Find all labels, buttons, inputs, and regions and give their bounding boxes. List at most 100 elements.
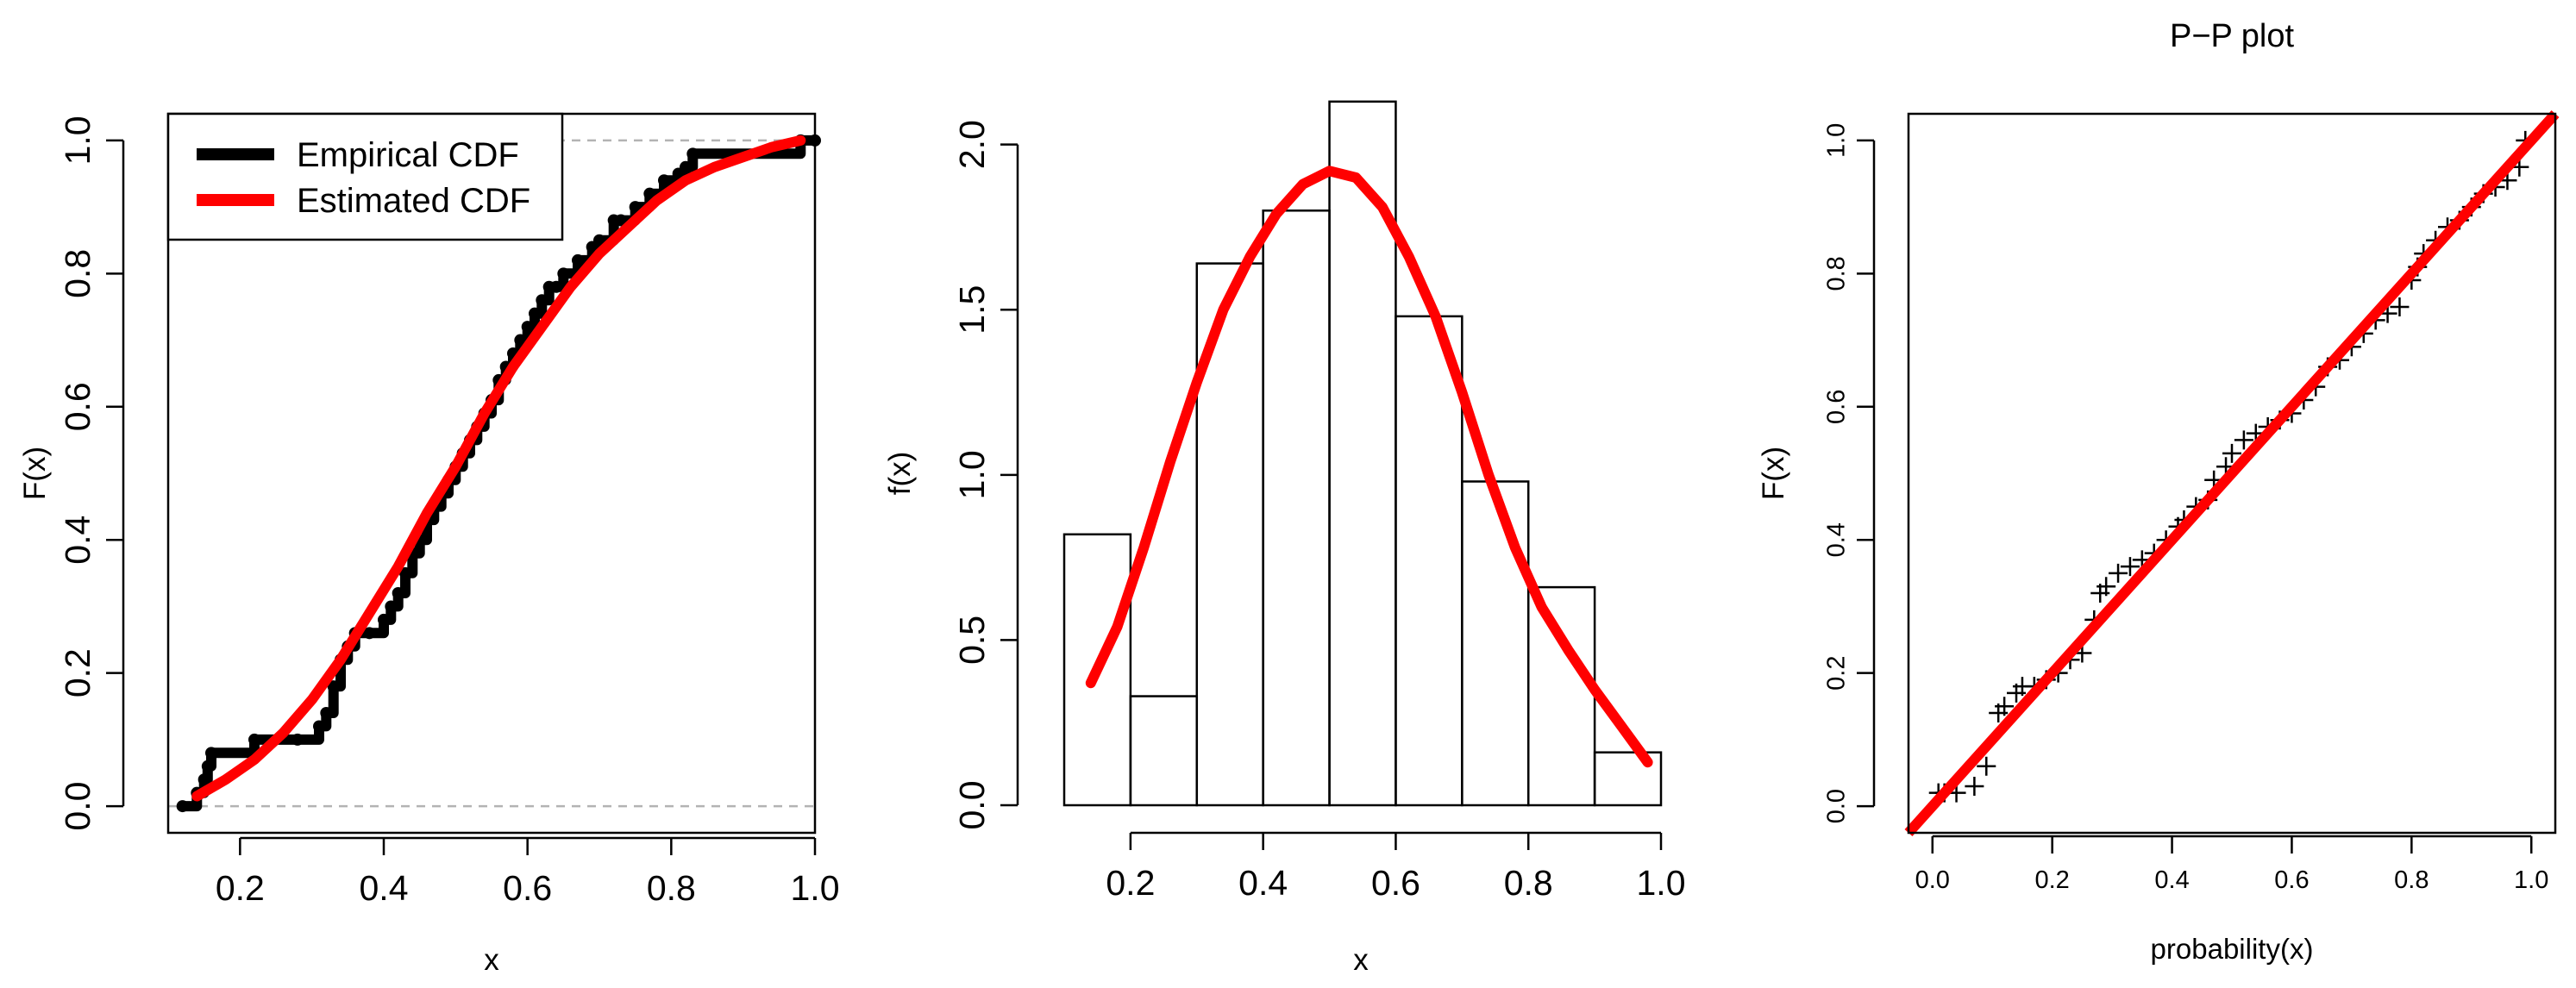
density-panel: 0.2 0.4 0.6 0.8 1.0 0.0 0.5 1.0 1.5 2.0 x f(x): [883, 100, 1686, 977]
pp-point: [2234, 430, 2253, 450]
cdf-x-tick-label: 0.2: [216, 868, 265, 908]
legend-label-empirical: Empirical CDF: [297, 136, 519, 174]
pp-x-tick-label: 0.6: [2274, 866, 2309, 894]
cdf-y-tick-label: 0.8: [58, 249, 97, 298]
cdf-x-tick-label: 0.6: [503, 868, 552, 908]
histogram-bar: [1129, 695, 1199, 807]
empirical-cdf-point: [392, 587, 404, 599]
pp-point: [1977, 756, 1996, 776]
pp-y-axis-title: F(x): [1757, 447, 1790, 500]
empirical-cdf-point: [615, 214, 627, 227]
empirical-cdf-point: [201, 760, 214, 772]
cdf-legend-box: [166, 112, 564, 241]
empirical-cdf-point: [536, 294, 548, 307]
cdf-y-axis: 0.0 0.2 0.4 0.6 0.8 1.0: [58, 116, 125, 831]
cdf-legend: Empirical CDF Estimated CDF: [166, 112, 564, 241]
empirical-cdf-point: [572, 253, 584, 266]
density-x-axis-title: x: [1353, 943, 1369, 977]
empirical-cdf-point: [291, 733, 304, 746]
pp-y-tick-label: 0.8: [1823, 256, 1851, 291]
empirical-cdf-point: [629, 201, 642, 214]
empirical-cdf-point: [248, 733, 260, 746]
empirical-cdf-point: [521, 321, 534, 334]
pp-x-tick-label: 0.4: [2154, 866, 2189, 894]
empirical-cdf-point: [176, 800, 189, 813]
pp-y-axis: 0.0 0.2 0.4 0.6 0.8 1.0: [1823, 123, 1876, 823]
empirical-cdf-point: [529, 307, 541, 320]
cdf-x-axis-title: x: [484, 943, 499, 977]
empirical-cdf-point: [313, 720, 325, 733]
empirical-cdf-point: [320, 707, 333, 719]
pp-point: [2097, 577, 2116, 597]
cdf-y-tick-label: 0.2: [58, 648, 97, 697]
pp-reference-line: [1904, 109, 2560, 837]
histogram-bar: [1593, 751, 1663, 807]
cdf-y-tick-label: 0.6: [58, 382, 97, 431]
pp-plot-title: P−P plot: [2170, 18, 2294, 54]
density-x-tick-label: 1.0: [1637, 863, 1686, 903]
empirical-cdf-point: [205, 747, 217, 760]
histogram-bar: [1526, 585, 1596, 807]
empirical-cdf-point: [327, 680, 340, 693]
cdf-y-tick-label: 1.0: [58, 116, 97, 165]
cdf-y-axis-title: F(x): [18, 447, 52, 500]
pp-y-tick-label: 1.0: [1823, 123, 1851, 158]
pp-plot-frame: [1907, 112, 2557, 835]
density-y-axis-title: f(x): [883, 452, 917, 496]
pp-point: [1965, 776, 1984, 796]
density-y-axis: 0.0 0.5 1.0 1.5 2.0: [952, 120, 1019, 830]
pp-point: [2120, 557, 2140, 577]
empirical-cdf-point: [197, 773, 210, 786]
pp-point: [1995, 697, 2015, 716]
cdf-x-tick-label: 0.4: [360, 868, 409, 908]
empirical-cdf-point: [514, 334, 527, 347]
pp-point: [2109, 563, 2128, 583]
pp-x-tick-label: 0.0: [1915, 866, 1950, 894]
cdf-y-tick-label: 0.4: [58, 516, 97, 565]
cdf-x-tick-label: 0.8: [647, 868, 696, 908]
density-x-tick-label: 0.6: [1371, 863, 1420, 903]
cdf-y-tick-label: 0.0: [58, 782, 97, 831]
histogram-bar: [1395, 315, 1463, 807]
cdf-x-tick-label: 1.0: [791, 868, 840, 908]
density-curve: [1085, 166, 1653, 768]
empirical-cdf-point: [399, 566, 411, 579]
pp-point: [2390, 297, 2410, 316]
pp-x-tick-label: 0.8: [2394, 866, 2429, 894]
empirical-cdf-point: [550, 280, 562, 293]
empirical-cdf-point: [557, 267, 570, 280]
pp-x-axis-title: probability(x): [2151, 933, 2314, 965]
empirical-cdf-point: [643, 187, 656, 200]
histogram-bar: [1262, 209, 1331, 807]
cdf-data-layer: [168, 134, 821, 813]
empirical-cdf-point: [593, 234, 605, 247]
density-y-tick-label: 1.5: [952, 285, 992, 335]
pp-data-layer: [1904, 109, 2560, 837]
pp-x-tick-label: 0.2: [2035, 866, 2070, 894]
empirical-cdf-point: [385, 600, 398, 613]
density-x-tick-label: 0.4: [1238, 863, 1288, 903]
pp-x-tick-label: 1.0: [2514, 866, 2548, 894]
pp-panel: P−P plot 0.0 0.2 0.4 0.6 0.8 1.0 0.0 0.2 0.4 0.6…: [1757, 18, 2560, 965]
density-x-tick-label: 0.2: [1106, 863, 1155, 903]
density-y-tick-label: 1.0: [952, 450, 992, 499]
density-x-tick-label: 0.8: [1504, 863, 1553, 903]
density-y-tick-label: 2.0: [952, 120, 992, 169]
empirical-cdf-point: [363, 627, 376, 640]
pp-y-tick-label: 0.4: [1823, 522, 1851, 557]
cdf-panel: 0.2 0.4 0.6 0.8 1.0 0.0 0.2 0.4 0.6 0.8 1.0 x F(x…: [18, 112, 840, 977]
cdf-x-axis: 0.2 0.4 0.6 0.8 1.0: [216, 836, 840, 908]
histogram-bar: [1461, 480, 1530, 807]
density-x-axis: 0.2 0.4 0.6 0.8 1.0: [1106, 831, 1686, 903]
estimated-cdf-line: [191, 134, 806, 802]
empirical-cdf-point: [686, 147, 699, 160]
empirical-cdf-point: [658, 174, 670, 187]
empirical-cdf-point: [680, 160, 692, 173]
pp-y-tick-label: 0.6: [1823, 390, 1851, 424]
density-y-tick-label: 0.5: [952, 616, 992, 665]
density-y-tick-label: 0.0: [952, 781, 992, 830]
empirical-cdf-point: [378, 613, 390, 626]
density-data-layer: [1062, 100, 1663, 807]
pp-y-tick-label: 0.0: [1823, 789, 1851, 823]
